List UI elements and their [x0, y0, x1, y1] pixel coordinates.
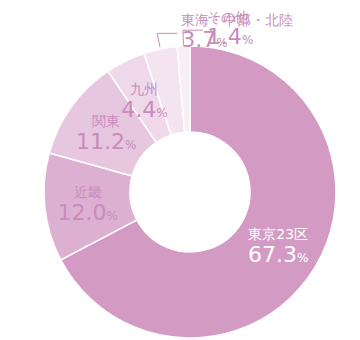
svg-text:九州: 九州 — [130, 81, 158, 97]
svg-text:東京23区: 東京23区 — [248, 226, 308, 242]
svg-text:近畿: 近畿 — [74, 184, 102, 200]
svg-text:11.2%: 11.2% — [76, 129, 136, 154]
svg-text:67.3%: 67.3% — [248, 242, 308, 267]
svg-text:4.4%: 4.4% — [121, 97, 167, 122]
svg-text:その他: その他 — [207, 9, 249, 25]
svg-text:12.0%: 12.0% — [57, 200, 117, 225]
html-text:3.7: 3.7 — [181, 27, 217, 53]
svg-text:東海・中部・北陸: 東海・中部・北陸 — [181, 12, 294, 29]
svg-text:1.4%: 1.4% — [207, 24, 253, 49]
svg-text:関東: 関東 — [92, 113, 120, 129]
